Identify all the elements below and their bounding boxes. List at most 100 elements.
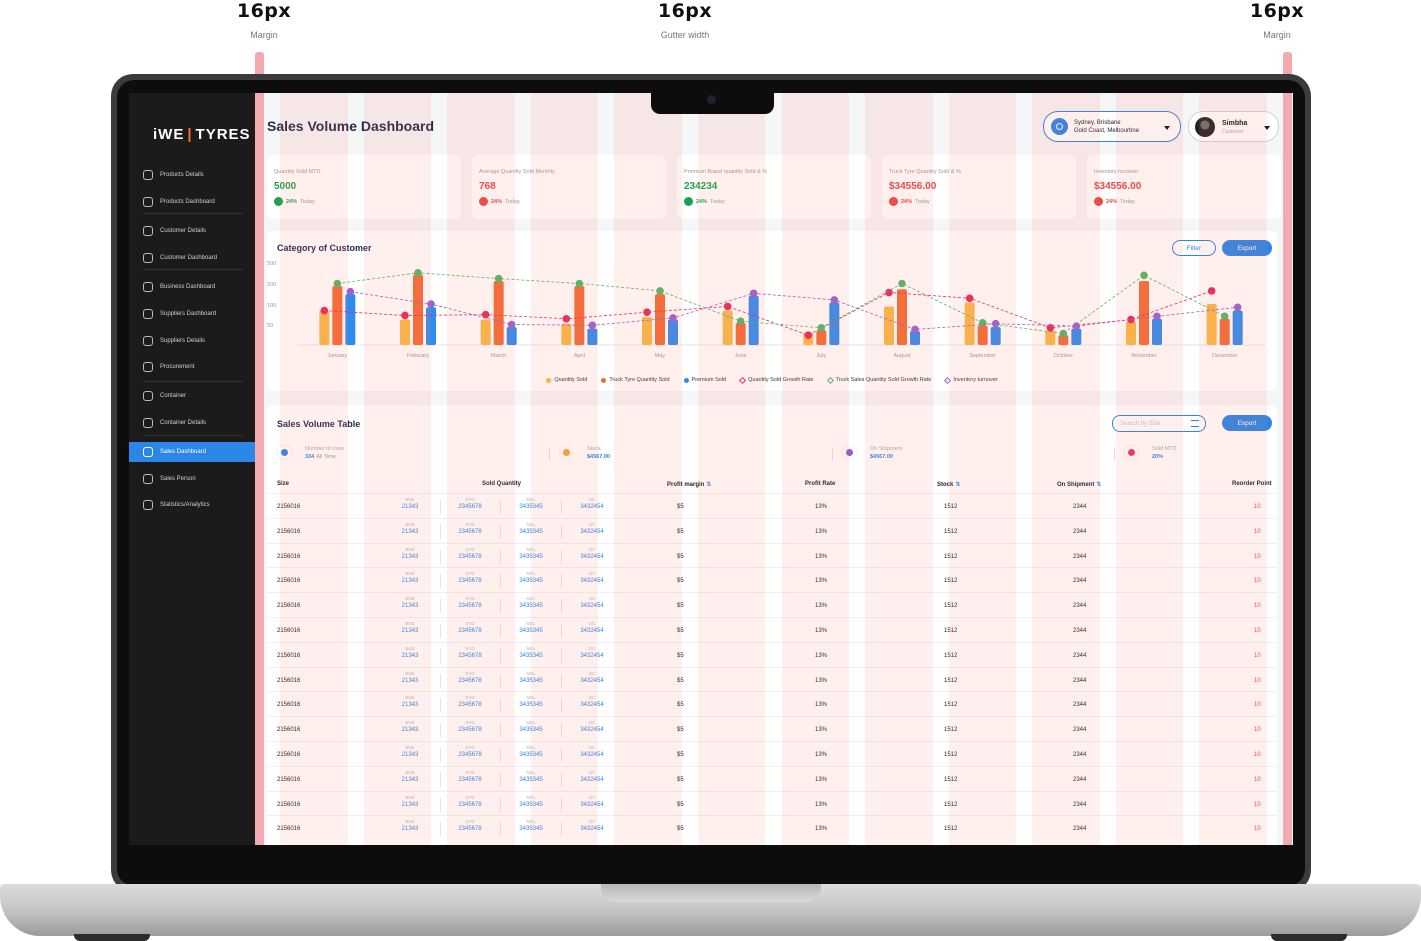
cell-sold-bne: BNE 21343 bbox=[390, 770, 430, 783]
user-badge-icon bbox=[143, 253, 153, 263]
sidebar-item-sales-person[interactable]: Sales Person bbox=[129, 469, 255, 489]
sidebar-item-products-details[interactable]: Products Details bbox=[129, 165, 255, 185]
sidebar-item-statistics-analytics[interactable]: Statistics/Analytics bbox=[129, 495, 255, 515]
location-selector[interactable]: Sydney, Brisbane Gold Coast, Melbourbne bbox=[1043, 111, 1181, 142]
city-value: 21343 bbox=[401, 578, 419, 585]
sidebar-item-container-details[interactable]: Container Details bbox=[129, 413, 255, 433]
annotation-label: Margin bbox=[250, 30, 278, 40]
divider bbox=[1114, 447, 1115, 461]
legend-item: Premium Sold bbox=[683, 377, 727, 383]
city-label: MEL bbox=[526, 596, 536, 602]
cell-sold-syd: SYD 2345678 bbox=[450, 497, 490, 510]
left-margin-annotation: 16px Margin bbox=[204, 0, 324, 40]
stat-value: 20% bbox=[1152, 454, 1165, 460]
cell-stock: 1512 bbox=[944, 553, 958, 560]
chevron-down-icon bbox=[1164, 126, 1170, 130]
sidebar-item-products-dashboard[interactable]: Products Dashboard bbox=[129, 192, 255, 212]
kpi-value: 768 bbox=[479, 181, 496, 192]
divider bbox=[549, 447, 550, 461]
column-header-stock[interactable]: Stock ⇅ bbox=[937, 481, 960, 488]
divider bbox=[500, 723, 501, 738]
line-point bbox=[1220, 312, 1229, 321]
cell-margin: $5 bbox=[677, 628, 684, 634]
legend-item: Quantity Sold bbox=[546, 377, 587, 383]
line-point bbox=[817, 323, 826, 332]
city-value: 3435345 bbox=[519, 801, 543, 808]
city-label: BNE bbox=[405, 546, 415, 552]
cell-sold-bne: BNE 21343 bbox=[390, 522, 430, 535]
stat-label: Number of rows bbox=[305, 446, 344, 452]
bar-truck-tyre-quantity-sold bbox=[332, 285, 343, 345]
column-header-size: Size bbox=[277, 481, 289, 487]
cell-rate: 13% bbox=[815, 652, 828, 659]
x-tick-label: November bbox=[1131, 353, 1157, 359]
city-label: MEL bbox=[526, 571, 536, 577]
cell-margin: $5 bbox=[677, 528, 684, 535]
cell-sold-mel: MEL 3435345 bbox=[511, 621, 551, 634]
stat-value: $4567.00 bbox=[587, 454, 612, 460]
table-row: 2156016 BNE 21343 SYD 2345678 MEL 3435345 GC 343… bbox=[267, 641, 1277, 667]
kpi-change-period: Today bbox=[710, 198, 725, 205]
sidebar-item-customer-details[interactable]: Customer Details bbox=[129, 221, 255, 241]
analytics-icon bbox=[143, 500, 153, 510]
cell-sold-syd: SYD 2345678 bbox=[450, 621, 490, 634]
cell-sold-gc: GC 3432454 bbox=[572, 547, 612, 560]
sidebar-item-customer-dashboard[interactable]: Customer Dashboard bbox=[129, 248, 255, 268]
table-row: 2156016 BNE 21343 SYD 2345678 MEL 3435345 GC 343… bbox=[267, 542, 1277, 568]
annotation-value: 16px bbox=[236, 0, 292, 22]
divider bbox=[440, 574, 441, 589]
sidebar-item-procurement[interactable]: Procurement bbox=[129, 357, 255, 377]
kpi-change-percent: 24% bbox=[696, 198, 708, 205]
kpi-card: Truck Tyre Quantity Sold & % $34556.00 24%… bbox=[882, 155, 1076, 219]
user-menu[interactable]: Simbha Customer bbox=[1188, 111, 1279, 142]
column-header-label: Stock bbox=[937, 482, 954, 488]
cell-reorder: 10 bbox=[1254, 776, 1261, 783]
cell-sold-mel: MEL 3435345 bbox=[511, 522, 551, 535]
city-value: 3435345 bbox=[519, 752, 543, 758]
cell-size: 2156016 bbox=[277, 504, 301, 510]
arrow-down-icon bbox=[1094, 197, 1103, 206]
legend-item: Truck Tyre Quantity Sold bbox=[601, 377, 670, 383]
filter-button[interactable]: Filter bbox=[1172, 240, 1216, 256]
city-value: 3432454 bbox=[580, 727, 604, 734]
legend-label: Premium Sold bbox=[691, 377, 727, 383]
column-header-on-shipment[interactable]: On Shipment ⇅ bbox=[1057, 481, 1101, 488]
sidebar-item-suppliers-details[interactable]: Suppliers Details bbox=[129, 331, 255, 351]
cell-margin: $5 bbox=[677, 603, 684, 610]
sidebar-item-suppliers-dashboard[interactable]: Suppliers Dashboard bbox=[129, 304, 255, 324]
line-point bbox=[978, 319, 987, 327]
line-point bbox=[1046, 323, 1055, 332]
city-value: 21343 bbox=[401, 628, 419, 634]
line-point bbox=[427, 300, 435, 308]
bar-premium-sold bbox=[506, 326, 517, 345]
sidebar-item-business-dashboard[interactable]: Business Dashboard bbox=[129, 277, 255, 297]
right-margin-annotation: 16px Margin bbox=[1217, 0, 1337, 40]
city-label: SYD bbox=[465, 621, 475, 626]
column-header-reorder-point: Reorder Point bbox=[1232, 481, 1272, 487]
city-value: 3432454 bbox=[580, 553, 604, 560]
bar-truck-tyre-quantity-sold bbox=[413, 274, 423, 345]
search-input[interactable]: Search by Size bbox=[1112, 415, 1206, 432]
kpi-value: 5000 bbox=[274, 181, 297, 192]
city-label: MEL bbox=[526, 521, 536, 527]
kpi-card: Quantity Sold MTD 5000 24% Today bbox=[267, 155, 461, 219]
sidebar-item-container[interactable]: Container bbox=[129, 386, 255, 406]
legend-item: Truck Sales Quantity Sold Growth Rate bbox=[826, 376, 931, 384]
kpi-change: 24% Today bbox=[684, 197, 725, 206]
sidebar-item-sales-dashboard[interactable]: Sales Dashboard bbox=[129, 442, 255, 462]
x-tick-label: October bbox=[1054, 353, 1074, 359]
divider bbox=[500, 748, 501, 762]
cell-reorder: 10 bbox=[1254, 826, 1261, 833]
column-header-profit-margin[interactable]: Profit margin ⇅ bbox=[667, 481, 711, 488]
column-header-sold-quantity: Sold Quantity bbox=[482, 481, 521, 487]
city-label: GC bbox=[588, 695, 596, 701]
export-button[interactable]: Export bbox=[1222, 240, 1272, 256]
line-point bbox=[1153, 312, 1161, 321]
x-tick-label: June bbox=[735, 353, 747, 359]
arrow-up-icon bbox=[274, 197, 283, 206]
table-stat: On Shipment $4567.00 bbox=[842, 442, 1042, 470]
sidebar: iWE | TYRES Products Details Products Dashb… bbox=[129, 93, 255, 845]
cell-reorder: 10 bbox=[1254, 801, 1261, 808]
export-button[interactable]: Export bbox=[1222, 415, 1272, 431]
legend-swatch bbox=[739, 376, 747, 384]
